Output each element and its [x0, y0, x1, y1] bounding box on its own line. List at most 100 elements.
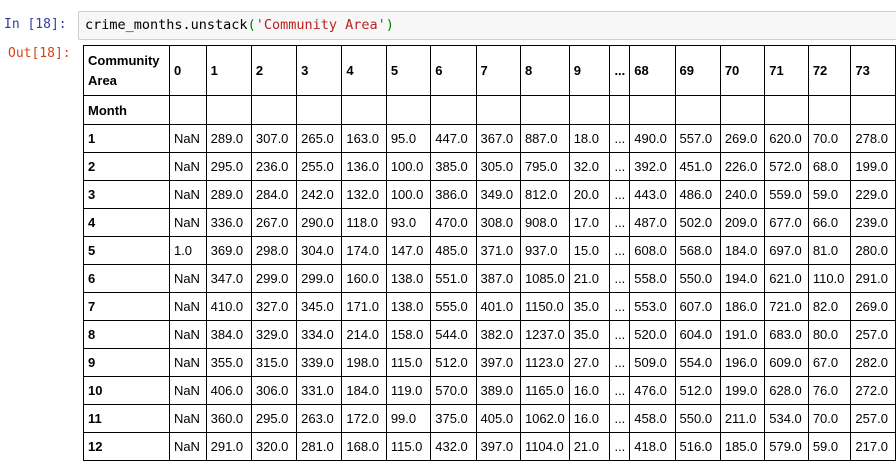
table-cell: 1062.0 [519, 404, 570, 433]
table-cell: 570.0 [430, 376, 477, 405]
table-cell: 315.0 [250, 348, 298, 377]
table-cell: 502.0 [674, 208, 721, 237]
table-cell: 16.0 [568, 404, 611, 433]
table-cell: 1104.0 [519, 432, 570, 461]
table-cell: 269.0 [850, 292, 896, 321]
table-cell: 229.0 [850, 180, 896, 209]
table-cell: 721.0 [764, 292, 809, 321]
table-cell: 265.0 [296, 124, 343, 153]
row-index: 9 [83, 348, 170, 377]
table-cell: ... [609, 124, 631, 153]
table-row: 4 NaN 336.0 267.0 290.0 118.0 93.0 470.0 308.0 90… [83, 208, 896, 237]
table-cell: 443.0 [629, 180, 676, 209]
table-cell: 609.0 [764, 348, 809, 377]
table-cell: 93.0 [385, 208, 432, 237]
table-cell: 239.0 [850, 208, 896, 237]
table-cell: 136.0 [341, 152, 387, 181]
empty-header-cell [674, 95, 721, 125]
columns-name-header: Community Area [83, 45, 170, 96]
table-cell: 100.0 [385, 152, 432, 181]
table-cell: 476.0 [629, 376, 676, 405]
table-row: 7 NaN 410.0 327.0 345.0 171.0 138.0 555.0 401.0 1… [83, 292, 896, 321]
table-cell: 349.0 [475, 180, 521, 209]
table-cell: 405.0 [475, 404, 521, 433]
table-cell: 267.0 [250, 208, 298, 237]
table-cell: 320.0 [250, 432, 298, 461]
table-cell: ... [609, 376, 631, 405]
column-header: 72 [807, 45, 852, 96]
empty-header-cell [296, 95, 343, 125]
table-cell: 339.0 [296, 348, 343, 377]
column-header: 3 [296, 45, 343, 96]
empty-header-cell [250, 95, 298, 125]
table-cell: 385.0 [430, 152, 477, 181]
table-cell: 544.0 [430, 320, 477, 349]
table-cell: 534.0 [764, 404, 809, 433]
table-cell: 371.0 [475, 236, 521, 265]
table-cell: 579.0 [764, 432, 809, 461]
table-cell: 486.0 [674, 180, 721, 209]
table-cell: 306.0 [250, 376, 298, 405]
table-row: 11 NaN 360.0 295.0 263.0 172.0 99.0 375.0 405.0 1… [83, 404, 896, 433]
table-cell: 80.0 [807, 320, 852, 349]
table-cell: ... [609, 348, 631, 377]
table-cell: 1.0 [168, 236, 207, 265]
table-cell: 470.0 [430, 208, 477, 237]
table-cell: 184.0 [719, 236, 766, 265]
table-cell: 291.0 [850, 264, 896, 293]
table-cell: 147.0 [385, 236, 432, 265]
table-cell: 214.0 [341, 320, 387, 349]
table-cell: 334.0 [296, 320, 343, 349]
table-cell: NaN [168, 320, 207, 349]
table-cell: 18.0 [568, 124, 611, 153]
table-cell: ... [609, 180, 631, 209]
table-cell: 110.0 [807, 264, 852, 293]
table-cell: 345.0 [296, 292, 343, 321]
table-cell: 697.0 [764, 236, 809, 265]
table-cell: 410.0 [205, 292, 252, 321]
column-header-row: Community Area 0 1 2 3 4 5 6 7 8 9... 68 69 70 71 72 73 [83, 45, 896, 96]
column-header: 5 [385, 45, 432, 96]
table-cell: 608.0 [629, 236, 676, 265]
table-cell: 158.0 [385, 320, 432, 349]
table-row: 10 NaN 406.0 306.0 331.0 184.0 119.0 570.0 389.0… [83, 376, 896, 405]
column-header: 69 [674, 45, 721, 96]
table-cell: 432.0 [430, 432, 477, 461]
table-cell: 554.0 [674, 348, 721, 377]
table-cell: 397.0 [475, 348, 521, 377]
table-cell: 551.0 [430, 264, 477, 293]
table-cell: 66.0 [807, 208, 852, 237]
table-cell: 115.0 [385, 432, 432, 461]
table-cell: 32.0 [568, 152, 611, 181]
table-cell: 282.0 [850, 348, 896, 377]
table-cell: ... [609, 264, 631, 293]
index-name-header: Month [83, 95, 170, 125]
table-cell: 295.0 [250, 404, 298, 433]
table-cell: 194.0 [719, 264, 766, 293]
table-row: 6 NaN 347.0 299.0 299.0 160.0 138.0 551.0 387.0 1… [83, 264, 896, 293]
column-header: 9 [568, 45, 611, 96]
code-close-paren: ) [385, 17, 394, 33]
column-header: 68 [629, 45, 676, 96]
table-cell: 485.0 [430, 236, 477, 265]
table-cell: ... [609, 432, 631, 461]
table-cell: 21.0 [568, 432, 611, 461]
table-cell: 284.0 [250, 180, 298, 209]
table-cell: 451.0 [674, 152, 721, 181]
table-row: 5 1.0 369.0 298.0 304.0 174.0 147.0 485.0 371.0 9… [83, 236, 896, 265]
table-cell: ... [609, 152, 631, 181]
table-cell: 185.0 [719, 432, 766, 461]
table-cell: 572.0 [764, 152, 809, 181]
row-index: 3 [83, 180, 170, 209]
code-editor[interactable]: crime_months.unstack('Community Area') [78, 11, 896, 40]
table-cell: 369.0 [205, 236, 252, 265]
table-cell: 307.0 [250, 124, 298, 153]
empty-header-cell [719, 95, 766, 125]
table-cell: NaN [168, 180, 207, 209]
row-index: 8 [83, 320, 170, 349]
table-cell: 620.0 [764, 124, 809, 153]
table-cell: 607.0 [674, 292, 721, 321]
table-cell: 76.0 [807, 376, 852, 405]
empty-header-cell [519, 95, 570, 125]
code-text: crime_months.unstack [85, 17, 248, 33]
